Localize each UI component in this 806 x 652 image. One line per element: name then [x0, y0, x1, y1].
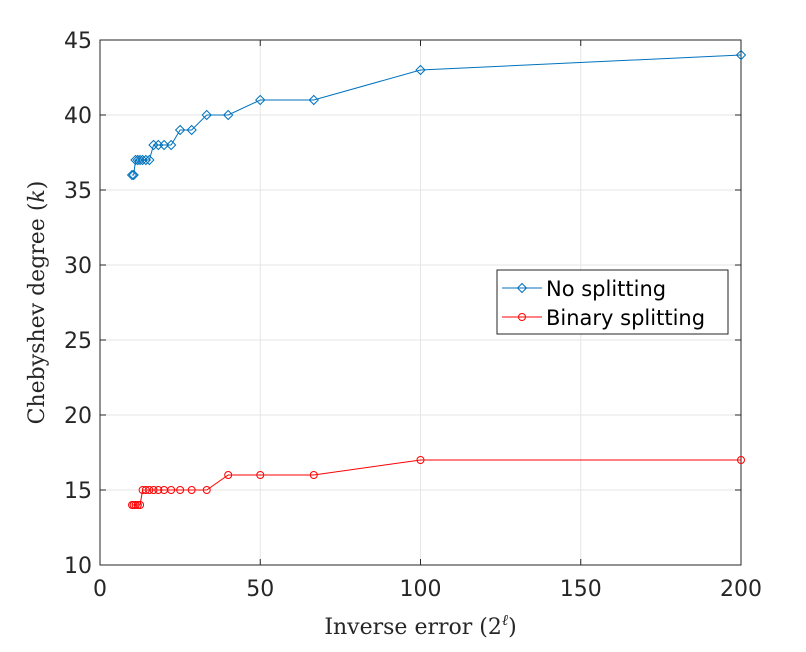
- x-tick-label: 100: [400, 577, 442, 602]
- data-point: [737, 456, 745, 464]
- data-point: [141, 486, 150, 494]
- legend-item-no-splitting: No splitting: [502, 277, 666, 301]
- x-tick-label: 150: [560, 577, 602, 602]
- legend-label-binary-splitting: Binary splitting: [546, 306, 705, 330]
- y-tick-label: 30: [64, 254, 92, 279]
- legend: No splitting Binary splitting: [496, 269, 729, 335]
- data-point: [132, 154, 144, 166]
- data-point: [136, 501, 145, 509]
- x-tick-label: 50: [246, 577, 274, 602]
- data-point: [140, 154, 152, 166]
- data-point: [154, 486, 163, 494]
- legend-label-no-splitting: No splitting: [546, 277, 666, 301]
- data-point: [144, 154, 155, 166]
- data-point: [148, 139, 159, 151]
- y-tick-label: 35: [64, 179, 92, 204]
- data-point: [309, 471, 318, 479]
- data-point: [416, 456, 425, 464]
- series-binary-splitting: [128, 456, 745, 509]
- data-point: [131, 501, 140, 509]
- x-axis-label: Inverse error (2ℓ): [324, 611, 516, 640]
- series-no-splitting: [126, 49, 747, 181]
- data-point: [187, 486, 196, 494]
- x-tick-label: 200: [720, 577, 762, 602]
- legend-box: [496, 269, 729, 335]
- data-point: [186, 124, 197, 136]
- data-point: [255, 94, 266, 106]
- data-point: [308, 94, 319, 106]
- data-point: [158, 139, 170, 151]
- data-point: [222, 109, 234, 121]
- series-layer: [126, 49, 747, 509]
- y-axis: 10 15 20 25 30 35 40 45: [64, 29, 741, 579]
- y-tick-label: 15: [64, 479, 92, 504]
- y-tick-label: 25: [64, 329, 92, 354]
- data-point: [224, 471, 233, 479]
- data-point: [165, 139, 177, 151]
- data-point: [174, 124, 186, 136]
- x-axis: 0 50 100 150 200: [93, 40, 762, 602]
- data-point: [128, 169, 139, 181]
- legend-marker-no-splitting: [516, 282, 528, 294]
- data-point: [145, 486, 154, 494]
- data-point: [735, 49, 747, 61]
- data-point: [130, 154, 141, 166]
- data-point: [202, 486, 211, 494]
- legend-item-binary-splitting: Binary splitting: [502, 306, 705, 330]
- data-point: [149, 486, 158, 494]
- data-point: [126, 169, 138, 181]
- data-point: [415, 64, 426, 76]
- y-tick-label: 40: [64, 104, 92, 129]
- data-point: [133, 501, 142, 509]
- legend-marker-binary-splitting: [518, 313, 526, 321]
- y-tick-label: 45: [64, 29, 92, 54]
- data-point: [201, 109, 212, 121]
- series-line-binary-splitting: [132, 459, 741, 506]
- y-axis-label: Chebyshev degree (k): [25, 181, 50, 425]
- data-point: [256, 471, 265, 479]
- y-tick-label: 10: [64, 554, 92, 579]
- data-point: [137, 154, 148, 166]
- data-point: [167, 486, 176, 494]
- data-point: [176, 486, 185, 494]
- y-tick-label: 20: [64, 404, 92, 429]
- x-tick-label: 0: [93, 577, 107, 602]
